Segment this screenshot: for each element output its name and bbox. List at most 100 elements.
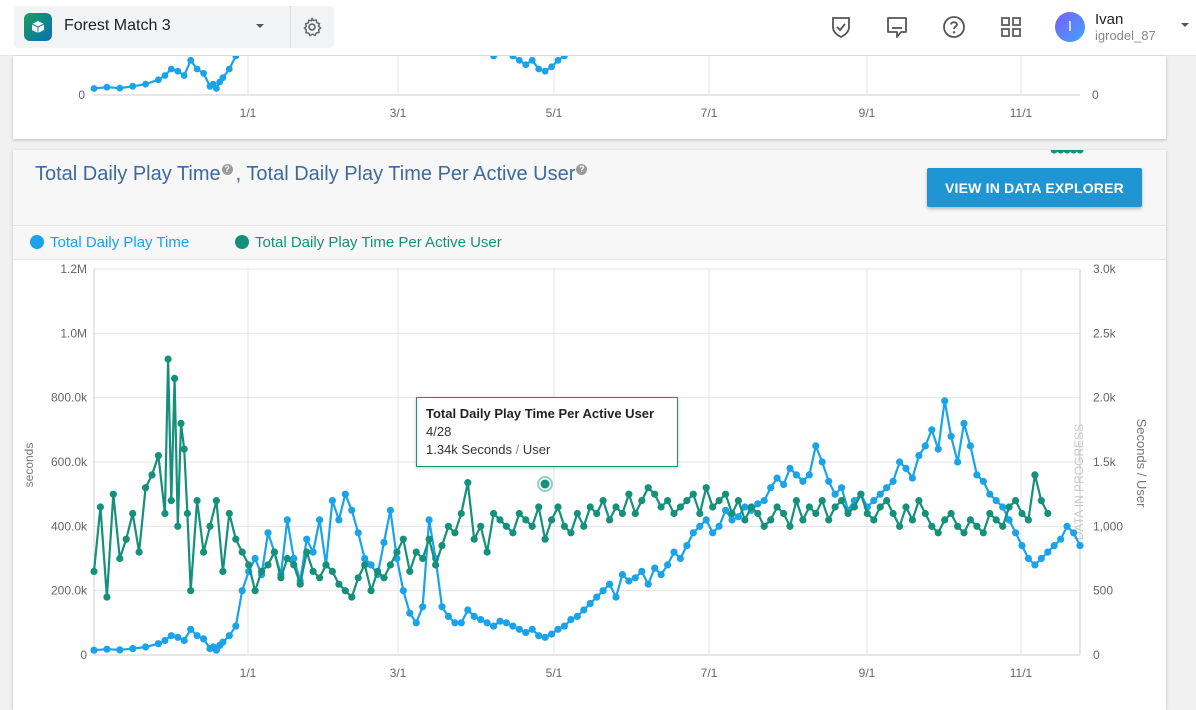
data-point[interactable] <box>960 529 968 537</box>
data-point[interactable] <box>657 571 665 579</box>
data-point[interactable] <box>109 490 117 498</box>
data-point[interactable] <box>754 509 762 518</box>
data-point[interactable] <box>380 538 388 546</box>
data-point[interactable] <box>767 516 775 524</box>
data-point[interactable] <box>303 548 311 556</box>
legend-item-play-time-per-user[interactable]: Total Daily Play Time Per Active User <box>235 234 502 251</box>
data-point[interactable] <box>876 503 884 511</box>
data-point[interactable] <box>586 599 594 608</box>
data-point[interactable] <box>664 497 672 505</box>
data-point[interactable] <box>902 464 910 472</box>
data-point[interactable] <box>393 548 401 556</box>
data-point[interactable] <box>238 587 246 595</box>
data-point[interactable] <box>200 69 208 77</box>
data-point[interactable] <box>676 503 685 511</box>
data-point[interactable] <box>670 509 678 518</box>
data-point[interactable] <box>177 419 185 427</box>
hover-highlight-point[interactable] <box>540 479 550 489</box>
help-icon[interactable]: ? <box>576 164 588 175</box>
data-point[interactable] <box>438 603 446 611</box>
data-point[interactable] <box>715 497 723 505</box>
data-point[interactable] <box>1031 471 1039 479</box>
data-point[interactable] <box>631 574 639 582</box>
data-point[interactable] <box>928 522 936 530</box>
data-point[interactable] <box>741 516 749 524</box>
data-point[interactable] <box>825 516 833 524</box>
data-point[interactable] <box>792 497 801 505</box>
data-point[interactable] <box>966 442 975 450</box>
data-point[interactable] <box>560 522 569 530</box>
data-point[interactable] <box>747 503 755 511</box>
data-point[interactable] <box>161 72 169 79</box>
data-point[interactable] <box>702 484 710 492</box>
data-point[interactable] <box>258 567 266 575</box>
data-point[interactable] <box>212 497 220 505</box>
data-point[interactable] <box>683 497 691 505</box>
data-point[interactable] <box>657 503 665 511</box>
data-point[interactable] <box>689 490 697 498</box>
data-point[interactable] <box>167 65 175 73</box>
data-point[interactable] <box>883 484 891 492</box>
data-point[interactable] <box>1076 542 1084 550</box>
data-point[interactable] <box>805 503 813 511</box>
data-point[interactable] <box>1012 529 1020 537</box>
data-point[interactable] <box>348 593 356 601</box>
data-point[interactable] <box>303 535 311 543</box>
data-point[interactable] <box>174 67 182 75</box>
data-point[interactable] <box>992 497 1000 505</box>
data-point[interactable] <box>1018 509 1026 518</box>
data-point[interactable] <box>406 567 414 575</box>
data-point[interactable] <box>103 593 111 601</box>
avatar[interactable]: I <box>1055 12 1085 42</box>
data-point[interactable] <box>309 548 317 556</box>
data-point[interactable] <box>361 561 369 569</box>
user-name[interactable]: Ivan <box>1095 11 1124 28</box>
data-point[interactable] <box>328 497 336 505</box>
data-point[interactable] <box>1070 150 1078 154</box>
data-point[interactable] <box>470 535 478 543</box>
data-point[interactable] <box>496 516 504 524</box>
data-point[interactable] <box>167 497 175 505</box>
data-point[interactable] <box>818 458 826 466</box>
data-point[interactable] <box>161 509 169 518</box>
legend-item-play-time[interactable]: Total Daily Play Time <box>30 234 189 251</box>
data-point[interactable] <box>425 535 433 543</box>
data-point[interactable] <box>354 574 362 582</box>
data-point[interactable] <box>154 452 162 460</box>
data-point[interactable] <box>1005 503 1013 511</box>
data-point[interactable] <box>734 497 743 505</box>
data-point[interactable] <box>200 635 208 643</box>
data-point[interactable] <box>541 535 549 543</box>
data-point[interactable] <box>438 542 446 550</box>
data-point[interactable] <box>954 522 962 530</box>
data-point[interactable] <box>103 645 111 653</box>
data-point[interactable] <box>1070 529 1078 537</box>
data-point[interactable] <box>270 548 278 556</box>
data-point[interactable] <box>354 529 362 537</box>
data-point[interactable] <box>799 516 807 524</box>
data-point[interactable] <box>470 612 478 620</box>
feedback-icon[interactable] <box>884 14 910 40</box>
data-point[interactable] <box>457 509 465 518</box>
data-point[interactable] <box>612 503 620 511</box>
data-point[interactable] <box>1018 542 1026 550</box>
data-point[interactable] <box>232 535 240 543</box>
data-point[interactable] <box>992 516 1000 524</box>
data-point[interactable] <box>193 497 201 505</box>
data-point[interactable] <box>535 503 543 511</box>
data-point[interactable] <box>941 397 949 405</box>
data-point[interactable] <box>154 640 162 648</box>
data-point[interactable] <box>696 509 704 518</box>
data-point[interactable] <box>316 574 324 582</box>
data-point[interactable] <box>838 497 846 505</box>
data-point[interactable] <box>283 516 291 524</box>
data-point[interactable] <box>573 509 581 518</box>
data-point[interactable] <box>200 548 208 556</box>
data-point[interactable] <box>264 561 272 569</box>
data-point[interactable] <box>580 606 588 614</box>
data-point[interactable] <box>644 484 652 492</box>
data-point[interactable] <box>986 509 994 518</box>
data-point[interactable] <box>715 522 723 530</box>
data-point[interactable] <box>857 490 865 498</box>
data-point[interactable] <box>515 625 523 633</box>
